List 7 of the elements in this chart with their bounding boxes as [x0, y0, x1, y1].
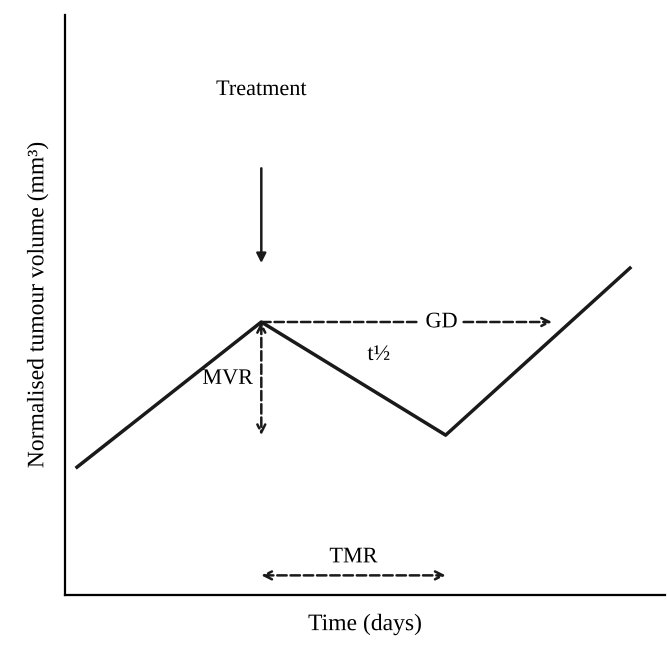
text: Treatment [216, 80, 306, 96]
annotation: GD [426, 312, 457, 328]
annotation: MVR [202, 369, 253, 384]
annotation: TMR [330, 548, 378, 562]
x-axis-title: Time (days) [308, 614, 421, 636]
y-axis-title: Normalised tumour volume (mm³) [26, 142, 48, 468]
annotation: t½ [368, 345, 390, 360]
